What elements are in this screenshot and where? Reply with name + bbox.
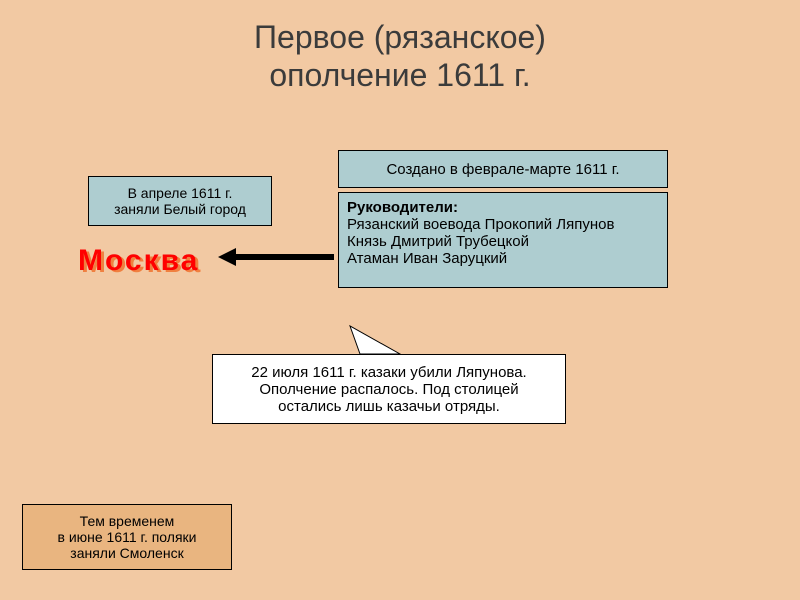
box-leaders-l1: Рязанский воевода Прокопий Ляпунов — [347, 216, 667, 233]
title-line1: Первое (рязанское) — [254, 19, 546, 55]
box-leaders-heading: Руководители: — [347, 199, 667, 216]
arrow-head — [218, 248, 236, 266]
box-june-l1: Тем временем — [23, 513, 231, 529]
box-july-l3: остались лишь казачьи отряды. — [213, 398, 565, 415]
box-april: В апреле 1611 г. заняли Белый город — [88, 176, 272, 226]
title-line2: ополчение 1611 г. — [269, 57, 530, 93]
box-april-l2: заняли Белый город — [89, 201, 271, 217]
arrow-tail — [234, 254, 334, 260]
box-leaders-l3: Атаман Иван Заруцкий — [347, 250, 667, 267]
box-created: Создано в феврале-марте 1611 г. — [338, 150, 668, 188]
box-june-l2: в июне 1611 г. поляки — [23, 529, 231, 545]
box-leaders: Руководители: Рязанский воевода Прокопий… — [338, 192, 668, 288]
box-july-l2: Ополчение распалось. Под столицей — [213, 381, 565, 398]
slide-title: Первое (рязанское) ополчение 1611 г. — [0, 18, 800, 95]
box-leaders-l2: Князь Дмитрий Трубецкой — [347, 233, 667, 250]
box-june: Тем временем в июне 1611 г. поляки занял… — [22, 504, 232, 570]
box-july: 22 июля 1611 г. казаки убили Ляпунова. О… — [212, 354, 566, 424]
box-april-l1: В апреле 1611 г. — [89, 185, 271, 201]
box-july-l1: 22 июля 1611 г. казаки убили Ляпунова. — [213, 364, 565, 381]
box-june-l3: заняли Смоленск — [23, 545, 231, 561]
moscow-label: Москва — [78, 244, 199, 278]
box-created-text: Создано в феврале-марте 1611 г. — [339, 161, 667, 178]
